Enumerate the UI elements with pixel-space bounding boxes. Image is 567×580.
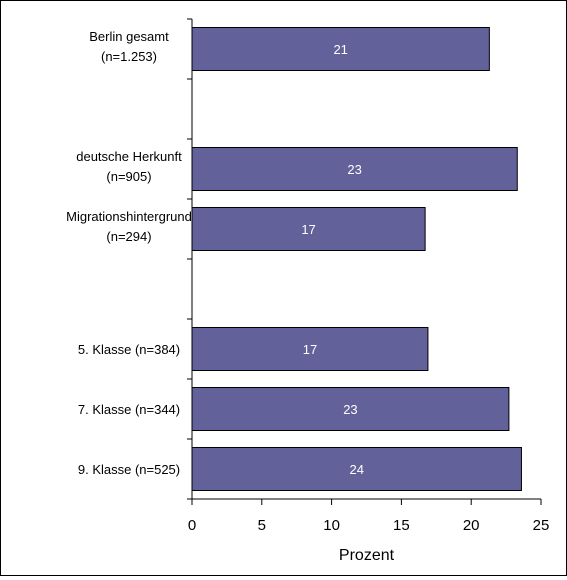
x-tick-label-0: 0 [188,517,196,534]
x-tick-label-1: 5 [258,517,266,534]
category-label-2-0: deutsche Herkunft [76,149,182,164]
bar-3 [191,207,426,251]
category-label-7-0: 9. Klasse (n=525) [78,462,180,477]
category-label-6-0: 7. Klasse (n=344) [78,402,180,417]
bar-5 [191,327,429,371]
bar-0 [191,27,490,71]
value-label-7: 24 [349,462,363,477]
category-label-3-0: Migrationshintergrund [66,209,192,224]
category-label-0-1: (n=1.253) [101,49,157,64]
value-label-3: 17 [301,222,315,237]
category-label-5-0: 5. Klasse (n=384) [78,342,180,357]
value-label-6: 23 [343,402,357,417]
bar-2 [191,147,518,191]
category-label-2-1: (n=905) [106,169,151,184]
value-label-0: 21 [333,42,347,57]
bar-6 [191,387,510,431]
bar-7 [191,447,522,491]
x-tick-label-5: 25 [533,517,550,534]
category-label-0-0: Berlin gesamt [89,29,169,44]
x-tick-label-3: 15 [393,517,410,534]
category-label-3-1: (n=294) [106,229,151,244]
x-axis-title: Prozent [339,547,395,564]
value-label-2: 23 [347,162,361,177]
x-tick-label-2: 10 [323,517,340,534]
x-tick-label-4: 20 [463,517,480,534]
value-label-5: 17 [303,342,317,357]
